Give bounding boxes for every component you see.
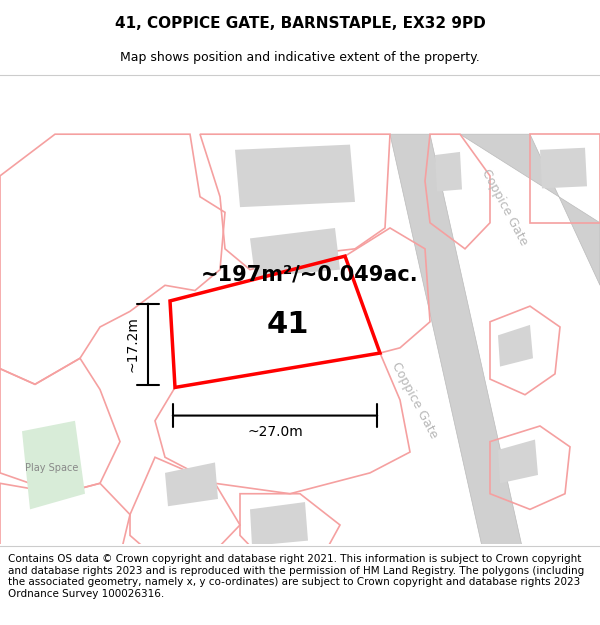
Text: Coppice Gate: Coppice Gate (479, 167, 530, 248)
Text: Coppice Gate: Coppice Gate (389, 359, 440, 440)
Polygon shape (460, 134, 600, 285)
Text: Play Space: Play Space (25, 462, 79, 472)
Text: ~17.2m: ~17.2m (125, 316, 139, 372)
Polygon shape (250, 502, 308, 546)
Polygon shape (540, 148, 587, 188)
Polygon shape (498, 439, 538, 483)
Polygon shape (22, 421, 85, 509)
Polygon shape (250, 228, 340, 277)
Polygon shape (165, 462, 218, 506)
Polygon shape (498, 325, 533, 367)
Text: Contains OS data © Crown copyright and database right 2021. This information is : Contains OS data © Crown copyright and d… (8, 554, 584, 599)
Polygon shape (235, 144, 355, 207)
Text: ~27.0m: ~27.0m (247, 425, 303, 439)
Text: Map shows position and indicative extent of the property.: Map shows position and indicative extent… (120, 51, 480, 64)
Text: 41, COPPICE GATE, BARNSTAPLE, EX32 9PD: 41, COPPICE GATE, BARNSTAPLE, EX32 9PD (115, 16, 485, 31)
Polygon shape (390, 134, 530, 582)
Text: 41: 41 (266, 310, 309, 339)
Text: ~197m²/~0.049ac.: ~197m²/~0.049ac. (201, 265, 419, 285)
Polygon shape (435, 152, 462, 191)
